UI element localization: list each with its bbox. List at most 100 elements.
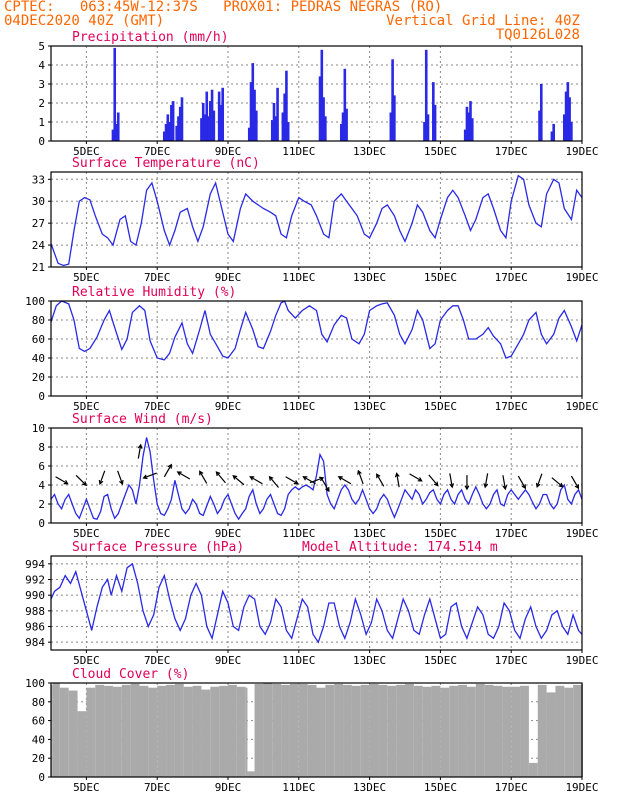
panel2-ytick-label: 21 [32,261,45,274]
cloud-bar [546,692,556,777]
wind-arrow [409,473,423,482]
cloud-bar [59,687,69,777]
cloud-bar [520,685,529,777]
panel3-xtick-label: 7DEC [144,400,171,413]
precip-bar [203,114,207,141]
cloud-bar [51,684,53,777]
cloud-bar [247,771,255,777]
cloud-bar [537,684,547,777]
precip-bar [212,110,216,141]
panel1-ytick-label: 4 [38,59,45,72]
panel5-xtick-label: 7DEC [144,654,171,667]
panel4-xtick-label: 7DEC [144,527,171,540]
precip-bar [563,114,566,141]
panel1-xtick-label: 15DEC [424,145,457,158]
panel4-ytick-label: 6 [38,460,45,473]
panel5-ytick-label: 994 [25,558,45,571]
panel5-ytick-label: 990 [25,589,45,602]
precip-bar [178,106,182,141]
precip-bar [251,63,255,141]
wind-arrow [428,474,439,487]
panel4-xtick-label: 9DEC [215,527,242,540]
wind-arrow [232,474,245,486]
cloud-bar [502,686,512,777]
wind-arrow [137,443,143,459]
cloud-bar [95,684,105,777]
precip-bar [221,87,224,141]
wind-arrow [551,477,564,488]
cloud-bar [86,687,96,777]
precip-bar [324,116,327,141]
precip-bar [175,125,178,141]
precip-bar [463,129,467,141]
precip-bar [200,118,203,141]
panel5-xtick-label: 15DEC [424,654,457,667]
panel4-frame [50,427,583,524]
precip-bar [391,59,394,141]
panel3-xtick-label: 11DEC [282,400,315,413]
panel1-ytick-label: 3 [38,78,45,91]
cloud-bar [228,684,237,777]
cloud-bar [334,683,344,777]
precip-bar [318,76,322,141]
precip-bar [470,118,474,141]
cloud-bar [351,685,361,777]
precip-bar [566,82,570,141]
wind-arrow [357,469,364,485]
panel6-title: Cloud Cover (%) [72,667,189,682]
cloud-bar [360,684,370,777]
panel4-ytick-label: 4 [38,479,45,492]
precip-bar [162,131,166,141]
precip-bar [111,129,115,141]
panel2-title: Surface Temperature (nC) [72,156,260,171]
precip-bar [552,123,555,141]
precip-bar [219,104,223,141]
cloud-bar [431,685,441,777]
wind-arrow [117,470,124,486]
precip-bar [568,97,571,141]
panel6-ytick-label: 100 [25,677,45,690]
wind-arrow [268,475,279,488]
panel4-ytick-label: 0 [38,517,45,530]
panel4-ytick-label: 10 [32,422,45,435]
panel2-frame [50,171,583,268]
precip-bar [209,101,212,141]
cloud-bar [166,684,175,777]
header-grid-note: Vertical Grid Line: 40Z [386,13,580,29]
panel1-xtick-label: 13DEC [353,145,386,158]
panel2-xtick-label: 11DEC [282,271,315,284]
panel2-xtick-label: 15DEC [424,271,457,284]
panel1-xtick-label: 9DEC [215,145,242,158]
precip-bar [286,122,290,141]
cloud-bar [236,686,246,777]
precip-bar [564,91,568,141]
cloud-bar [210,686,220,777]
precip-bar [274,116,278,141]
cloud-bar [157,685,167,777]
panel4-xtick-label: 15DEC [424,527,457,540]
panel3-title: Relative Humidity (%) [72,285,236,300]
panel4-series-line [50,437,583,521]
panel1-xtick-label: 19DEC [565,145,598,158]
panel6-xtick-label: 5DEC [73,781,100,794]
precip-bar [113,47,117,141]
panel2-series-line [50,174,583,267]
cloud-bar [316,687,326,777]
cloud-bar [104,685,113,777]
precip-bar [343,68,347,141]
precip-bar [247,127,251,141]
panel6-xtick-label: 11DEC [282,781,315,794]
precip-bar [276,87,279,141]
precip-bar [469,101,472,141]
panel4-xtick-label: 11DEC [282,527,315,540]
cloud-bar [254,683,264,777]
wind-arrow [302,476,316,485]
wind-arrow [249,476,263,485]
wind-arrow [517,475,526,490]
panel5-xtick-label: 19DEC [565,654,598,667]
panel5-xtick-label: 13DEC [353,654,386,667]
panel6-ytick-label: 20 [32,752,45,765]
wind-arrow [285,476,299,485]
wind-arrow [449,473,455,489]
panel3-ytick-label: 0 [38,390,45,403]
